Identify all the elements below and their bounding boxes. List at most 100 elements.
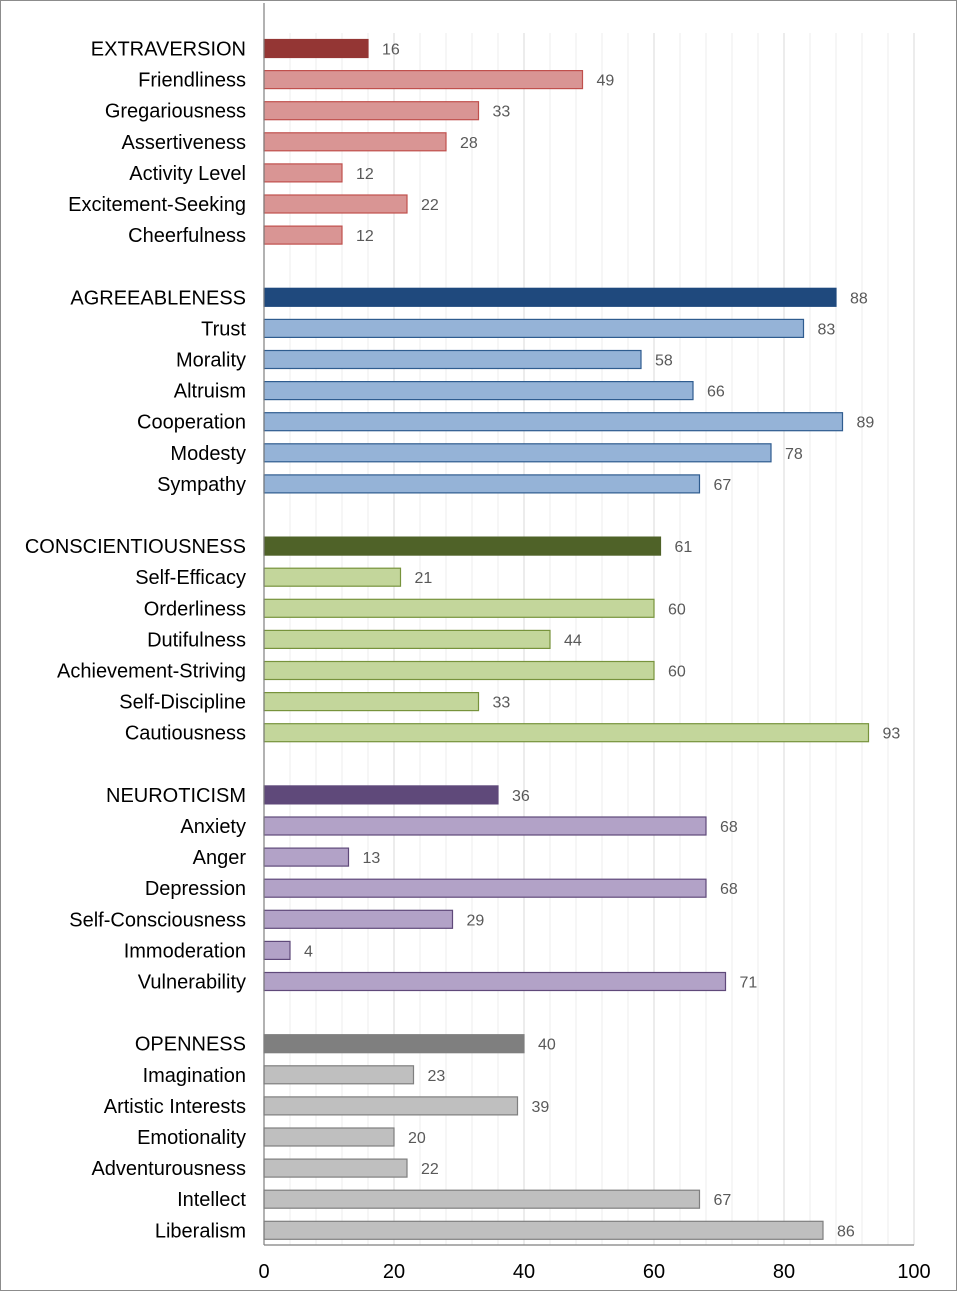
- bar-gregariousness: [263, 101, 480, 121]
- value-label-extraversion: 16: [382, 42, 400, 59]
- value-label-intellect: 67: [714, 1192, 732, 1209]
- bar-neuroticism: [263, 785, 499, 805]
- facet-label-modesty: Modesty: [170, 443, 246, 465]
- facet-label-cheerfulness: Cheerfulness: [128, 225, 246, 247]
- value-label-self-consciousness: 29: [467, 912, 485, 929]
- facet-label-adventurousness: Adventurousness: [91, 1158, 246, 1180]
- category-labels: EXTRAVERSION Friendliness Gregariousness As…: [25, 39, 247, 1243]
- facet-label-liberalism: Liberalism: [155, 1220, 246, 1242]
- value-label-liberalism: 86: [837, 1223, 855, 1240]
- bar-excitement-seeking: [263, 194, 408, 214]
- bar-liberalism: [263, 1220, 824, 1240]
- bar-cautiousness: [263, 723, 870, 743]
- bar-conscientiousness: [263, 536, 662, 556]
- x-tick-label: 80: [773, 1261, 795, 1283]
- facet-label-excitement-seeking: Excitement-Seeking: [68, 194, 246, 216]
- bar-emotionality: [263, 1127, 395, 1147]
- x-axis: 0 20 40 60 80 100: [258, 3, 931, 1283]
- bar-depression: [263, 878, 707, 898]
- value-label-assertiveness: 28: [460, 135, 478, 152]
- facet-label-trust: Trust: [201, 318, 246, 340]
- facet-label-vulnerability: Vulnerability: [138, 972, 246, 994]
- bar-immoderation: [263, 940, 291, 961]
- facet-label-self-efficacy: Self-Efficacy: [135, 567, 246, 589]
- bar-morality: [263, 349, 642, 370]
- bar-vulnerability: [263, 971, 727, 992]
- x-tick-label: 0: [258, 1261, 269, 1283]
- facet-label-activity-level: Activity Level: [129, 163, 246, 185]
- value-label-vulnerability: 71: [740, 975, 758, 992]
- x-tick-label: 20: [383, 1261, 405, 1283]
- value-label-activity-level: 12: [356, 166, 374, 183]
- value-label-excitement-seeking: 22: [421, 197, 439, 214]
- bar-intellect: [263, 1189, 701, 1209]
- facet-label-emotionality: Emotionality: [137, 1127, 246, 1149]
- facet-label-altruism: Altruism: [174, 381, 246, 403]
- bar-adventurousness: [263, 1158, 408, 1178]
- facet-label-self-discipline: Self-Discipline: [119, 692, 246, 714]
- bars: [263, 38, 870, 1240]
- value-label-neuroticism: 36: [512, 788, 530, 805]
- group-label-conscientiousness: CONSCIENTIOUSNESS: [25, 536, 246, 558]
- bar-imagination: [263, 1065, 415, 1085]
- x-tick-label: 100: [897, 1261, 930, 1283]
- facet-label-self-consciousness: Self-Consciousness: [69, 909, 246, 931]
- x-tick-label: 60: [643, 1261, 665, 1283]
- facet-label-imagination: Imagination: [143, 1065, 246, 1087]
- group-label-openness: OPENNESS: [135, 1034, 246, 1056]
- facet-label-cooperation: Cooperation: [137, 412, 246, 434]
- facet-label-depression: Depression: [145, 878, 246, 900]
- bar-trust: [263, 318, 805, 338]
- value-label-morality: 58: [655, 353, 673, 370]
- value-label-dutifulness: 44: [564, 632, 582, 649]
- group-label-agreeableness: AGREEABLENESS: [70, 287, 246, 309]
- value-label-gregariousness: 33: [493, 104, 511, 121]
- bar-sympathy: [263, 474, 701, 494]
- bar-cheerfulness: [263, 225, 343, 245]
- bar-self-discipline: [263, 691, 480, 712]
- value-label-adventurousness: 22: [421, 1161, 439, 1178]
- group-label-extraversion: EXTRAVERSION: [91, 39, 246, 61]
- value-label-immoderation: 4: [304, 943, 313, 960]
- value-label-emotionality: 20: [408, 1130, 426, 1147]
- value-labels: 16 49 33 28 12 22 12 88 83 58 66 89 78 67 61 21 60 44 60 33…: [304, 42, 900, 1241]
- bar-modesty: [263, 443, 772, 463]
- facet-label-artistic-interests: Artistic Interests: [104, 1096, 246, 1118]
- value-label-conscientiousness: 61: [675, 539, 693, 556]
- bar-friendliness: [263, 69, 584, 90]
- value-label-anxiety: 68: [720, 819, 738, 836]
- facet-label-immoderation: Immoderation: [124, 940, 246, 962]
- value-label-anger: 13: [363, 850, 381, 867]
- facet-label-morality: Morality: [176, 350, 246, 372]
- facet-label-anxiety: Anxiety: [180, 816, 246, 838]
- facet-label-assertiveness: Assertiveness: [122, 132, 247, 154]
- bar-anger: [263, 847, 350, 867]
- bar-cooperation: [263, 412, 844, 432]
- bar-orderliness: [263, 598, 655, 618]
- value-label-sympathy: 67: [714, 477, 732, 494]
- value-label-depression: 68: [720, 881, 738, 898]
- group-label-neuroticism: NEUROTICISM: [106, 785, 246, 807]
- value-label-self-discipline: 33: [493, 695, 511, 712]
- bar-assertiveness: [263, 132, 447, 152]
- bar-dutifulness: [263, 629, 551, 650]
- bar-openness: [263, 1034, 525, 1054]
- bar-agreeableness: [263, 287, 837, 307]
- value-label-imagination: 23: [428, 1068, 446, 1085]
- value-label-cautiousness: 93: [883, 726, 901, 743]
- value-label-cheerfulness: 12: [356, 228, 374, 245]
- facet-label-sympathy: Sympathy: [157, 474, 246, 496]
- value-label-friendliness: 49: [597, 73, 615, 90]
- value-label-orderliness: 60: [668, 601, 686, 618]
- facet-label-gregariousness: Gregariousness: [105, 101, 246, 123]
- value-label-openness: 40: [538, 1037, 556, 1054]
- value-label-trust: 83: [818, 321, 836, 338]
- bar-self-consciousness: [263, 909, 454, 929]
- value-label-self-efficacy: 21: [415, 570, 433, 587]
- facet-label-intellect: Intellect: [177, 1189, 246, 1211]
- facet-label-achievement-striving: Achievement-Striving: [57, 661, 246, 683]
- bar-artistic-interests: [263, 1096, 519, 1116]
- facet-label-anger: Anger: [193, 847, 247, 869]
- facet-label-friendliness: Friendliness: [138, 70, 246, 92]
